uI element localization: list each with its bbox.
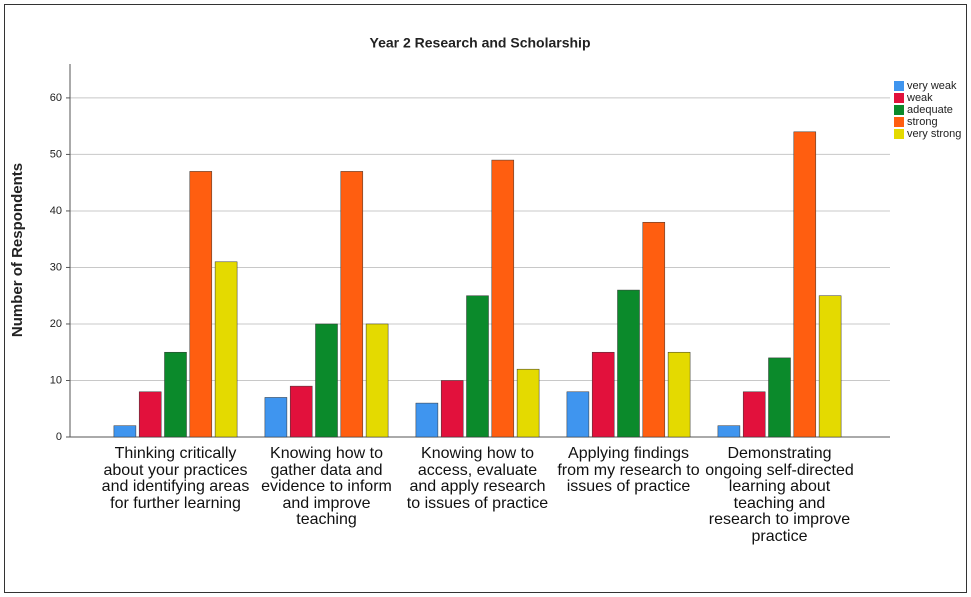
legend-swatch bbox=[894, 117, 904, 127]
bar bbox=[315, 323, 338, 438]
bar bbox=[365, 323, 389, 438]
legend-swatch bbox=[894, 93, 904, 103]
bar bbox=[113, 425, 137, 438]
x-tick-label: Thinking critically about your practices… bbox=[101, 445, 250, 512]
y-tick-label: 20 bbox=[50, 318, 62, 330]
bar bbox=[264, 397, 288, 438]
frame-border bbox=[4, 4, 967, 593]
bar bbox=[440, 380, 464, 438]
bar bbox=[617, 289, 640, 438]
bar bbox=[768, 357, 791, 438]
y-tick-label: 10 bbox=[50, 374, 62, 386]
bar bbox=[516, 368, 540, 438]
legend-swatch bbox=[894, 129, 904, 139]
legend-label: very weak bbox=[907, 80, 957, 92]
y-tick-label: 0 bbox=[56, 431, 62, 443]
bar bbox=[667, 351, 691, 438]
bar bbox=[466, 295, 489, 438]
bar bbox=[591, 351, 615, 438]
bar bbox=[818, 295, 842, 438]
y-tick-label: 30 bbox=[50, 261, 62, 273]
bar bbox=[214, 261, 238, 438]
bar bbox=[138, 391, 162, 438]
chart-title: Year 2 Research and Scholarship bbox=[370, 35, 591, 51]
y-tick-label: 40 bbox=[50, 205, 62, 217]
bar bbox=[793, 131, 817, 438]
bar bbox=[415, 402, 439, 438]
bar bbox=[717, 425, 741, 438]
x-tick-label: Knowing how to gather data and evidence … bbox=[261, 445, 392, 528]
y-tick-label: 50 bbox=[50, 148, 62, 160]
legend-label: weak bbox=[906, 92, 933, 104]
bar bbox=[491, 159, 515, 438]
y-tick-label: 60 bbox=[50, 92, 62, 104]
bar bbox=[566, 391, 590, 438]
bar bbox=[642, 221, 666, 438]
bar bbox=[289, 385, 313, 438]
legend-label: adequate bbox=[907, 104, 953, 116]
bar bbox=[340, 171, 364, 438]
legend-label: strong bbox=[907, 116, 938, 128]
legend-swatch bbox=[894, 105, 904, 115]
bar bbox=[164, 351, 187, 438]
bar bbox=[189, 171, 213, 438]
x-tick-label: Knowing how to access, evaluate and appl… bbox=[406, 445, 549, 512]
legend-swatch bbox=[894, 81, 904, 91]
x-tick-label: Demonstrating ongoing self-directed lear… bbox=[705, 445, 854, 545]
legend-label: very strong bbox=[907, 128, 961, 140]
x-tick-label: Applying findings from my research to is… bbox=[557, 445, 700, 495]
bar bbox=[742, 391, 766, 438]
y-axis-label: Number of Respondents bbox=[9, 163, 26, 337]
